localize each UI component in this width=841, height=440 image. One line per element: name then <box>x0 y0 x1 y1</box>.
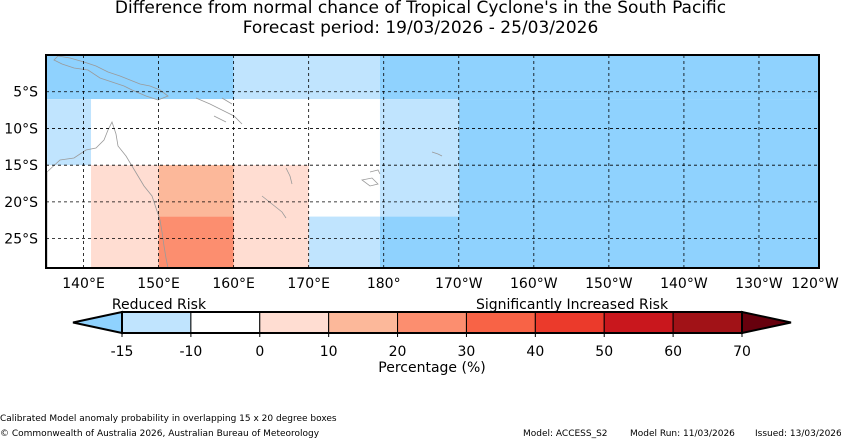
map-frame <box>45 54 820 269</box>
longitude-tick-label: 170°W <box>435 276 483 292</box>
latitude-tick-label: 10°S <box>4 121 38 137</box>
colorbar-tick-label: -10 <box>179 344 202 360</box>
forecast-period: Forecast period: 19/03/2026 - 25/03/2026 <box>242 18 599 38</box>
longitude-tick-label: 180° <box>367 276 401 292</box>
colorbar-segment <box>121 311 192 334</box>
longitude-tick-label: 120°W <box>791 276 839 292</box>
colorbar-segment <box>603 311 674 334</box>
longitude-tick-label: 140°W <box>660 276 708 292</box>
colorbar-tick-label: 10 <box>320 344 338 360</box>
colorbar-segment <box>397 311 467 334</box>
colorbar-xlabel: Percentage (%) <box>378 360 485 376</box>
anomaly-grid <box>46 55 819 268</box>
coastlines <box>46 55 443 269</box>
colorbar-tick-label: -15 <box>111 344 134 360</box>
longitude-tick-label: 150°E <box>137 276 180 292</box>
colorbar-segment <box>534 311 605 334</box>
latitude-tick-label: 25°S <box>4 232 38 248</box>
latitude-tick-label: 15°S <box>4 158 38 174</box>
graticule <box>46 55 819 268</box>
colorbar-outline <box>121 311 743 334</box>
footer-copyright: © Commonwealth of Australia 2026, Austra… <box>0 429 320 439</box>
colorbar-under-arrow <box>72 310 123 335</box>
colorbar-tick-label: 40 <box>526 344 544 360</box>
longitude-tick-label: 130°W <box>735 276 783 292</box>
anomaly-cell <box>46 99 92 166</box>
anomaly-cell <box>379 216 459 268</box>
footer-model-run: Model Run: 11/03/2026 <box>630 429 735 439</box>
colorbar-segment <box>259 311 330 334</box>
latitude-axis: 5°S 10°S 15°S 20°S 25°S <box>4 85 38 248</box>
australia-coast <box>46 120 169 269</box>
longitude-tick-label: 170°E <box>287 276 330 292</box>
colorbar-tick-label: 60 <box>664 344 682 360</box>
anomaly-cell <box>379 99 459 217</box>
vanuatu-coast <box>285 167 293 185</box>
colorbar-segment <box>190 311 261 334</box>
anomaly-cell <box>158 216 234 268</box>
fiji-coast <box>361 169 381 187</box>
colorbar-tick-label: 70 <box>733 344 751 360</box>
anomaly-cell <box>158 165 234 217</box>
colorbar-segment <box>672 311 743 334</box>
longitude-axis: 140°E 150°E 160°E 170°E 180° 170°W 160°W 150°W 1… <box>62 276 839 292</box>
longitude-tick-label: 150°W <box>585 276 633 292</box>
colorbar-tick-label: 50 <box>595 344 613 360</box>
new-guinea-coast <box>53 55 169 101</box>
longitude-tick-label: 140°E <box>62 276 105 292</box>
colorbar-segment <box>465 311 536 334</box>
anomaly-cell <box>233 165 309 268</box>
colorbar-over-arrow <box>741 310 792 335</box>
footer-note: Calibrated Model anomaly probability in … <box>0 414 337 424</box>
colorbar: -15 -10 0 10 20 30 40 50 60 70 <box>72 310 792 360</box>
longitude-tick-label: 160°E <box>212 276 255 292</box>
solomon-islands-coast <box>195 97 243 125</box>
anomaly-cell <box>91 165 159 268</box>
colorbar-tick-label: 30 <box>458 344 476 360</box>
anomaly-cell <box>233 55 380 100</box>
map-title: Difference from normal chance of Tropica… <box>114 0 727 18</box>
footer-model: Model: ACCESS_S2 <box>523 429 608 439</box>
longitude-tick-label: 160°W <box>510 276 558 292</box>
colorbar-label-increased: Significantly Increased Risk <box>476 297 669 313</box>
colorbar-segment <box>328 311 399 334</box>
colorbar-tick-label: 0 <box>255 344 264 360</box>
samoa-coast <box>431 151 443 157</box>
anomaly-cell <box>379 55 819 100</box>
latitude-tick-label: 5°S <box>13 85 38 101</box>
anomaly-cell <box>46 55 234 100</box>
anomaly-cell <box>308 216 380 268</box>
colorbar-tick-label: 20 <box>389 344 407 360</box>
footer-issued: Issued: 13/03/2026 <box>755 429 841 439</box>
colorbar-label-reduced: Reduced Risk <box>112 297 207 313</box>
latitude-tick-label: 20°S <box>4 195 38 211</box>
anomaly-cell <box>458 99 819 268</box>
new-caledonia-coast <box>261 195 287 219</box>
